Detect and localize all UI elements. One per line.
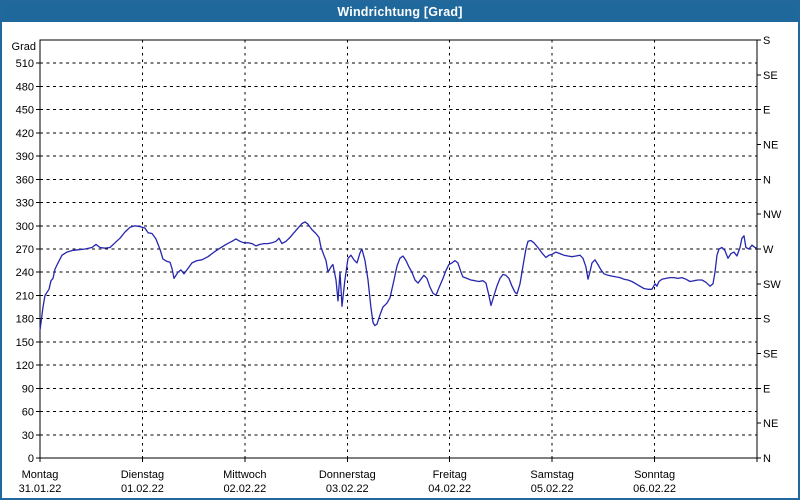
day-name-label: Mittwoch [223, 469, 266, 481]
compass-tick-label: SW [763, 279, 781, 291]
day-name-label: Dienstag [121, 469, 164, 481]
day-name-label: Freitag [433, 469, 467, 481]
y-axis-tick-label: 90 [22, 383, 34, 395]
compass-tick-label: NE [763, 140, 778, 152]
day-name-label: Montag [22, 469, 59, 481]
y-axis-tick-label: 0 [28, 453, 34, 465]
compass-tick-label: S [763, 35, 770, 47]
compass-tick-label: SE [763, 349, 778, 361]
y-axis-tick-label: 240 [16, 267, 34, 279]
y-axis-tick-label: 30 [22, 430, 34, 442]
wind-direction-line [39, 221, 758, 331]
y-axis-tick-label: 330 [16, 198, 34, 210]
day-name-label: Donnerstag [319, 469, 376, 481]
day-date-label: 06.02.22 [633, 483, 676, 495]
day-name-label: Samstag [530, 469, 573, 481]
y-axis-tick-label: 270 [16, 244, 34, 256]
y-axis-tick-label: 300 [16, 221, 34, 233]
day-date-label: 02.02.22 [223, 483, 266, 495]
compass-tick-label: NE [763, 418, 778, 430]
y-axis-tick-label: 450 [16, 105, 34, 117]
y-axis-tick-label: 420 [16, 128, 34, 140]
y-axis-tick-label: 510 [16, 58, 34, 70]
compass-tick-label: E [763, 383, 770, 395]
y-axis-tick-label: 360 [16, 174, 34, 186]
compass-tick-label: N [763, 174, 771, 186]
day-date-label: 04.02.22 [428, 483, 471, 495]
day-date-label: 03.02.22 [326, 483, 369, 495]
y-axis-tick-label: 480 [16, 81, 34, 93]
y-axis-tick-label: 150 [16, 337, 34, 349]
y-axis-tick-label: 210 [16, 290, 34, 302]
compass-tick-label: S [763, 314, 770, 326]
window-title: Windrichtung [Grad] [337, 5, 463, 19]
title-bar: Windrichtung [Grad] [2, 2, 798, 22]
compass-tick-label: E [763, 105, 770, 117]
day-name-label: Sonntag [634, 469, 675, 481]
y-axis-tick-label: 180 [16, 314, 34, 326]
y-axis-tick-label: 60 [22, 407, 34, 419]
y-axis-title: Grad [12, 41, 36, 53]
y-axis-tick-label: 390 [16, 151, 34, 163]
compass-tick-label: SE [763, 70, 778, 82]
y-axis-tick-label: 120 [16, 360, 34, 372]
day-date-label: 31.01.22 [19, 483, 62, 495]
day-date-label: 05.02.22 [531, 483, 574, 495]
day-date-label: 01.02.22 [121, 483, 164, 495]
compass-tick-label: N [763, 453, 771, 465]
compass-tick-label: NW [763, 209, 782, 221]
compass-tick-label: W [763, 244, 774, 256]
